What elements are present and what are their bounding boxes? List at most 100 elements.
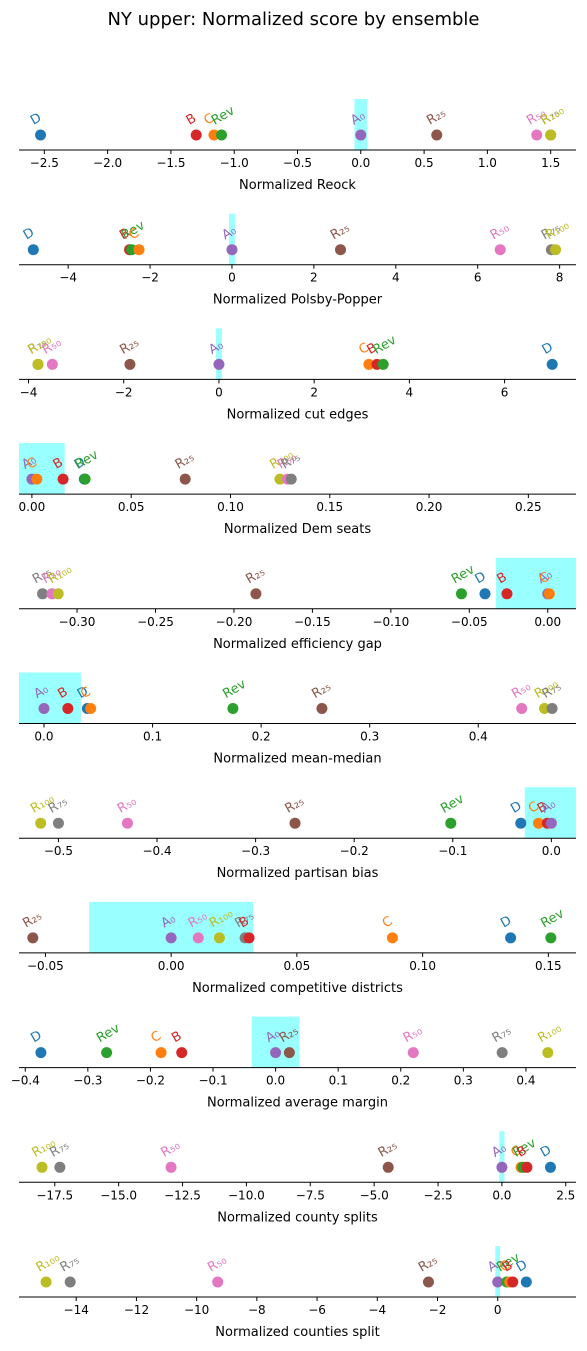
x-tick-label: 0.4 <box>516 1074 535 1088</box>
point-Rev <box>445 817 457 829</box>
x-tick-label: −2.5 <box>423 1188 452 1202</box>
chart-title: NY upper: Normalized score by ensemble <box>107 9 479 30</box>
x-tick-label: 0.00 <box>158 959 185 973</box>
point-label-R50: R₅₀ <box>509 679 533 702</box>
point-D <box>544 1161 556 1173</box>
point-C <box>543 588 555 600</box>
point-D <box>27 244 39 256</box>
panel-11: −14 −12 −10 −8 −6 −4 −2 0 Normalized counties sp… <box>19 1246 576 1340</box>
point-label-Rev: Rev <box>209 103 238 128</box>
point-label-A0: A₀ <box>263 1026 283 1046</box>
x-tick-label: −14 <box>64 1303 89 1317</box>
x-tick-label: 0.1 <box>329 1074 348 1088</box>
point-label-Rev: Rev <box>94 1021 123 1046</box>
x-tick-label: −6 <box>308 1303 326 1317</box>
point-label-R25: R₂₅ <box>424 106 448 129</box>
point-R50 <box>531 129 543 141</box>
x-tick-label: 1.0 <box>478 156 497 170</box>
point-B <box>190 129 202 141</box>
point-C <box>386 932 398 944</box>
point-R25 <box>316 703 328 714</box>
x-tick-label: −0.30 <box>59 615 96 629</box>
point-R50 <box>192 932 204 944</box>
point-C <box>533 817 545 829</box>
point-Rev <box>79 473 91 485</box>
point-label-D: D <box>472 569 488 587</box>
range-band <box>495 557 576 609</box>
x-tick-label: −10 <box>184 1303 209 1317</box>
point-label-A0: A₀ <box>206 338 226 358</box>
point-R100 <box>52 588 64 600</box>
x-axis-label: Normalized mean-median <box>213 752 381 767</box>
x-tick-label: −7.5 <box>296 1188 325 1202</box>
x-tick-label: −0.05 <box>451 615 488 629</box>
x-tick-label: 0.05 <box>284 959 311 973</box>
chart-panels: −2.5 −2.0 −1.5 −1.0 −0.5 0.0 0.5 1.0 1.5 Normaliz… <box>11 99 576 1340</box>
x-tick-label: 0.10 <box>217 500 244 514</box>
x-tick-label: −0.3 <box>241 844 270 858</box>
range-band <box>216 328 222 380</box>
range-band <box>495 1246 501 1297</box>
point-label-A0: A₀ <box>19 453 39 473</box>
point-R50 <box>121 817 133 829</box>
point-label-D: D <box>21 225 37 243</box>
x-tick-label: 4 <box>406 385 414 399</box>
x-tick-label: 0.2 <box>252 730 271 744</box>
point-R50 <box>516 703 528 714</box>
point-R100 <box>40 1276 52 1288</box>
point-C <box>31 473 43 485</box>
x-tick-label: 0.1 <box>143 730 162 744</box>
point-Rev <box>216 129 228 141</box>
x-axis-label: Normalized county splits <box>217 1210 378 1225</box>
point-A0 <box>226 244 238 256</box>
x-axis-label: Normalized Dem seats <box>224 522 371 537</box>
point-R25 <box>250 588 262 600</box>
x-tick-label: −0.2 <box>340 844 369 858</box>
point-label-R100: R₁₀₀ <box>538 103 567 128</box>
point-D <box>35 1047 47 1059</box>
point-R25 <box>289 817 301 829</box>
point-label-D: D <box>498 913 514 931</box>
point-R75 <box>54 1161 66 1173</box>
range-band <box>19 672 81 724</box>
point-D <box>546 358 558 370</box>
x-tick-label: −15.0 <box>100 1188 137 1202</box>
x-tick-label: −2 <box>141 271 159 285</box>
x-tick-label: −0.1 <box>438 844 467 858</box>
x-axis-label: Normalized Polsby-Popper <box>213 293 383 308</box>
x-tick-label: 0.20 <box>416 500 443 514</box>
point-R100 <box>213 932 225 944</box>
point-label-D: D <box>514 1257 530 1275</box>
x-tick-label: 0.0 <box>351 156 370 170</box>
point-Rev <box>101 1047 113 1059</box>
point-Rev <box>455 588 467 600</box>
x-tick-label: −0.3 <box>73 1074 102 1088</box>
point-R100 <box>32 358 44 370</box>
point-label-B: B <box>184 111 199 128</box>
x-tick-label: 0 <box>228 271 236 285</box>
x-tick-label: 0 <box>494 1303 502 1317</box>
point-label-A0: A₀ <box>535 567 555 587</box>
x-tick-label: 0.0 <box>34 730 53 744</box>
point-C <box>363 358 375 370</box>
point-label-Rev: Rev <box>220 677 249 702</box>
x-tick-label: 0.15 <box>535 959 562 973</box>
panel-1: −2.5 −2.0 −1.5 −1.0 −0.5 0.0 0.5 1.0 1.5 Normaliz… <box>19 99 576 193</box>
x-tick-label: −0.4 <box>11 1074 40 1088</box>
point-R100 <box>539 703 551 714</box>
point-B <box>62 703 74 714</box>
x-axis-label: Normalized counties split <box>215 1325 379 1340</box>
point-R25 <box>382 1161 394 1173</box>
x-tick-label: −0.5 <box>283 156 312 170</box>
point-label-R25: R₂₅ <box>416 1253 440 1276</box>
point-C <box>155 1047 167 1059</box>
x-tick-label: 0.00 <box>19 500 46 514</box>
point-label-R25: R₂₅ <box>243 565 267 588</box>
x-tick-label: −10.0 <box>228 1188 265 1202</box>
point-R25 <box>431 129 443 141</box>
point-label-A0: A₀ <box>219 223 239 243</box>
point-A0 <box>545 817 557 829</box>
point-C <box>208 129 220 141</box>
